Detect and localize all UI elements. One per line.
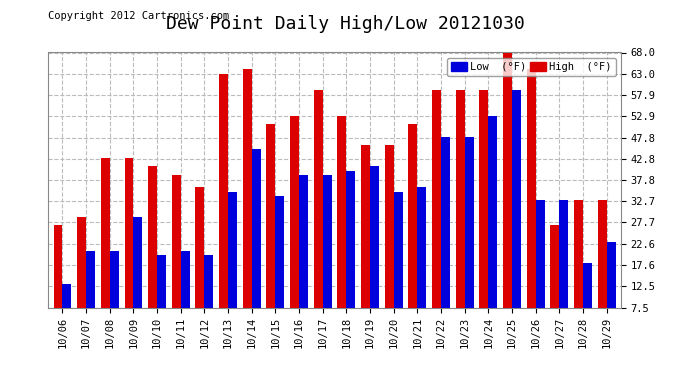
Bar bbox=[574, 200, 583, 339]
Bar bbox=[385, 145, 394, 339]
Bar bbox=[243, 69, 252, 339]
Bar bbox=[314, 90, 323, 339]
Bar bbox=[86, 251, 95, 339]
Bar bbox=[441, 137, 450, 339]
Bar bbox=[124, 158, 133, 339]
Bar bbox=[526, 69, 536, 339]
Bar bbox=[337, 116, 346, 339]
Bar bbox=[133, 217, 143, 339]
Bar bbox=[219, 74, 228, 339]
Bar bbox=[204, 255, 213, 339]
Bar bbox=[290, 116, 299, 339]
Bar bbox=[228, 192, 237, 339]
Bar bbox=[323, 175, 332, 339]
Bar bbox=[551, 225, 560, 339]
Bar bbox=[63, 284, 72, 339]
Text: Dew Point Daily High/Low 20121030: Dew Point Daily High/Low 20121030 bbox=[166, 15, 524, 33]
Bar bbox=[432, 90, 441, 339]
Bar bbox=[172, 175, 181, 339]
Bar bbox=[489, 116, 497, 339]
Bar bbox=[346, 171, 355, 339]
Bar bbox=[512, 90, 521, 339]
Bar bbox=[503, 53, 512, 339]
Bar bbox=[101, 158, 110, 339]
Bar bbox=[157, 255, 166, 339]
Bar bbox=[370, 166, 379, 339]
Bar bbox=[408, 124, 417, 339]
Bar bbox=[195, 188, 204, 339]
Bar bbox=[456, 90, 465, 339]
Bar bbox=[361, 145, 370, 339]
Bar bbox=[607, 242, 615, 339]
Legend: Low  (°F), High  (°F): Low (°F), High (°F) bbox=[447, 58, 615, 76]
Bar bbox=[583, 263, 592, 339]
Bar bbox=[148, 166, 157, 339]
Text: Copyright 2012 Cartronics.com: Copyright 2012 Cartronics.com bbox=[48, 11, 230, 21]
Bar bbox=[417, 188, 426, 339]
Bar bbox=[252, 150, 261, 339]
Bar bbox=[560, 200, 569, 339]
Bar bbox=[536, 200, 545, 339]
Bar bbox=[266, 124, 275, 339]
Bar bbox=[299, 175, 308, 339]
Bar bbox=[181, 251, 190, 339]
Bar bbox=[465, 137, 474, 339]
Bar bbox=[275, 196, 284, 339]
Bar bbox=[598, 200, 607, 339]
Bar bbox=[480, 90, 489, 339]
Bar bbox=[54, 225, 63, 339]
Bar bbox=[394, 192, 403, 339]
Bar bbox=[77, 217, 86, 339]
Bar bbox=[110, 251, 119, 339]
